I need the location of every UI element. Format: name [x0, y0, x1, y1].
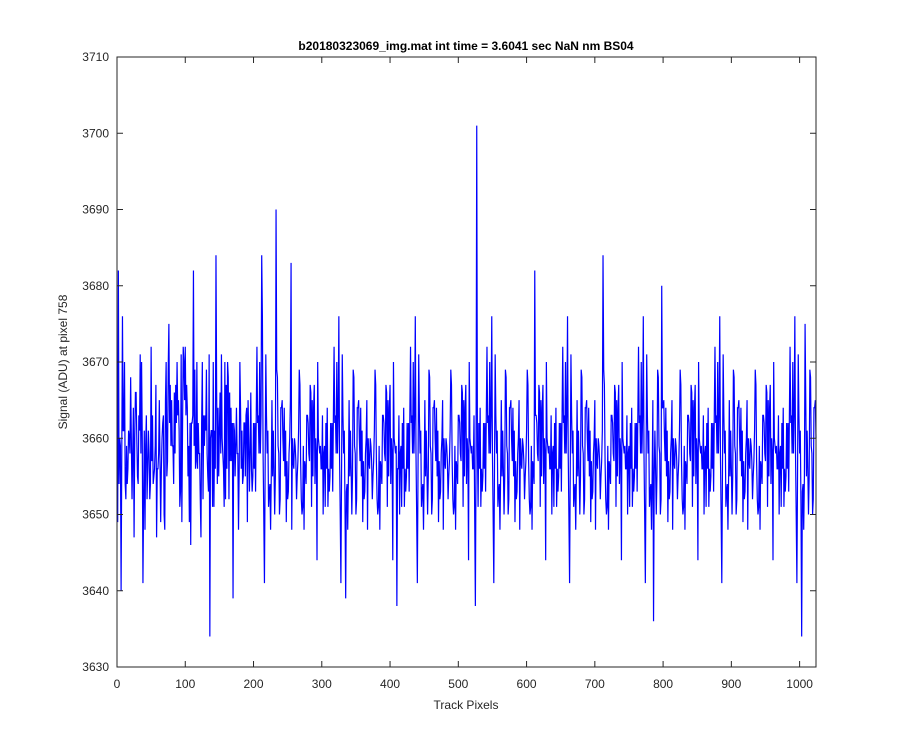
y-tick-label: 3700	[82, 126, 109, 140]
x-tick-label: 400	[380, 677, 400, 691]
y-tick-label: 3630	[82, 660, 109, 674]
x-tick-label: 600	[517, 677, 537, 691]
y-tick-label: 3680	[82, 279, 109, 293]
x-axis: 0 100 200 300 400 500 600 700 800 900 1000	[114, 57, 813, 691]
y-tick-label: 3710	[82, 50, 109, 64]
y-tick-label: 3640	[82, 584, 109, 598]
x-tick-label: 0	[114, 677, 121, 691]
x-tick-label: 900	[721, 677, 741, 691]
y-tick-label: 3650	[82, 508, 109, 522]
series-line	[117, 125, 817, 637]
x-tick-label: 800	[653, 677, 673, 691]
x-tick-label: 100	[175, 677, 195, 691]
data-layer	[117, 125, 817, 637]
x-tick-label: 300	[312, 677, 332, 691]
y-axis-label: Signal (ADU) at pixel 758	[56, 294, 70, 429]
y-tick-label: 3670	[82, 355, 109, 369]
x-tick-label: 500	[448, 677, 468, 691]
x-tick-label: 700	[585, 677, 605, 691]
y-tick-label: 3660	[82, 431, 109, 445]
x-axis-label: Track Pixels	[434, 698, 499, 712]
x-tick-label: 200	[244, 677, 264, 691]
y-tick-label: 3690	[82, 203, 109, 217]
y-axis: 3630 3640 3650 3660 3670 3680 3690 3700 3710	[82, 50, 816, 674]
x-tick-label: 1000	[786, 677, 813, 691]
chart-title: b20180323069_img.mat int time = 3.6041 s…	[298, 39, 634, 53]
